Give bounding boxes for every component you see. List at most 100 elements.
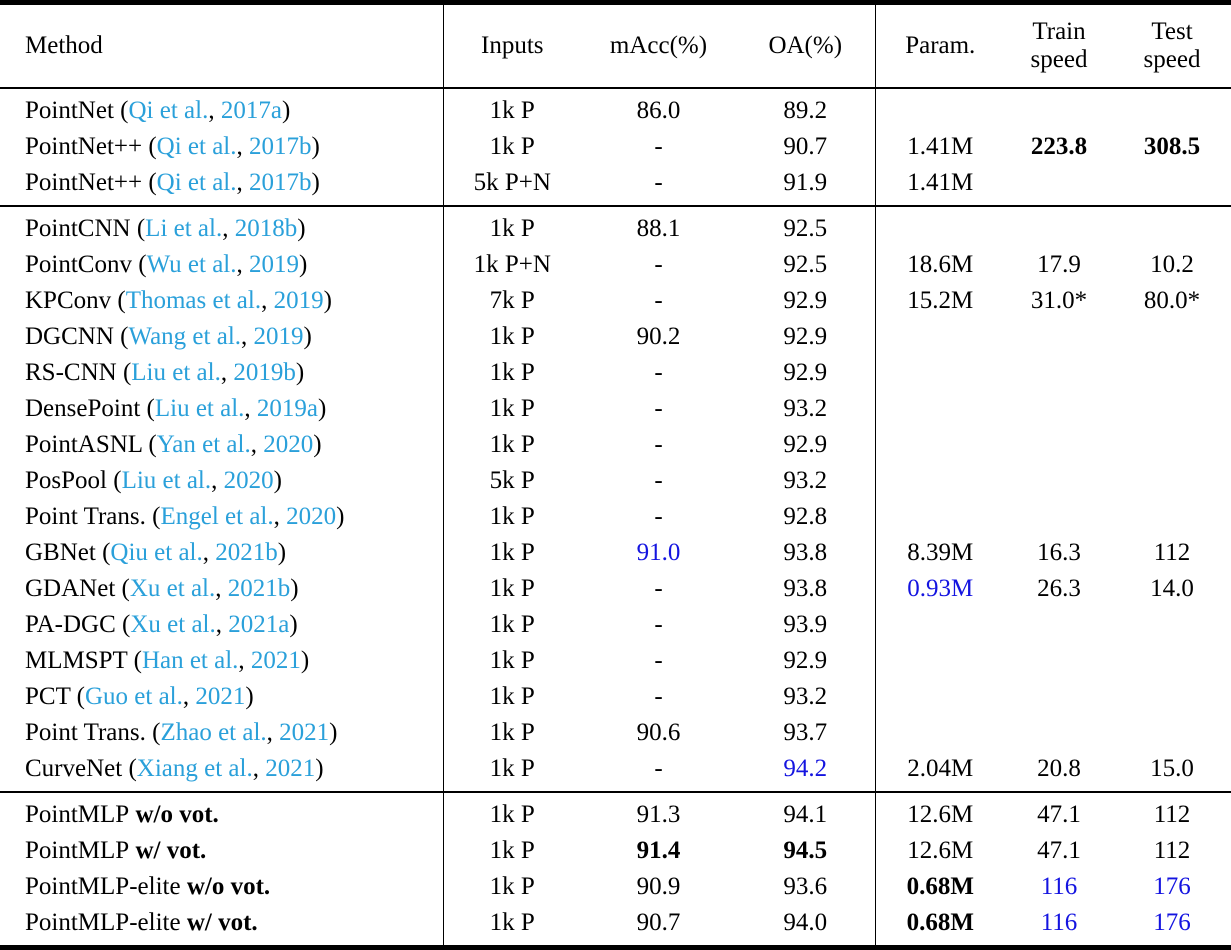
citation-author-link[interactable]: Thomas et al. — [125, 287, 262, 314]
citation-author-link[interactable]: Guo et al. — [84, 683, 183, 710]
cell-oa: 92.9 — [736, 283, 876, 319]
col-header-test-speed: Test speed — [1143, 18, 1201, 73]
cell-inputs: 5k P — [489, 467, 535, 494]
method-name: GBNet — [25, 539, 96, 566]
cell-inputs: 1k P — [489, 909, 535, 936]
citation-author-link[interactable]: Wang et al. — [128, 323, 242, 350]
citation-author-link[interactable]: Liu et al. — [131, 359, 221, 386]
citation-separator: , — [202, 539, 216, 566]
cell-inputs: 1k P — [489, 323, 535, 350]
cell-inputs: 5k P+N — [473, 169, 551, 196]
citation-author-link[interactable]: Wu et al. — [146, 251, 237, 278]
citation-year-link[interactable]: 2017b — [249, 169, 312, 196]
citation-year-link[interactable]: 2021 — [279, 719, 330, 746]
citation-year-link[interactable]: 2019a — [256, 395, 319, 422]
citation-year-link[interactable]: 2021b — [215, 539, 278, 566]
cell-test-speed: 112 — [1153, 539, 1191, 566]
method-name: PointMLP-elite — [25, 909, 181, 936]
cell-test-speed — [1113, 206, 1231, 247]
citation-close-paren: ) — [290, 575, 299, 602]
citation-year-link[interactable]: 2019b — [233, 359, 296, 386]
method-name: PointNet++ — [25, 169, 143, 196]
citation-open-paren: ( — [111, 287, 126, 314]
citation-author-link[interactable]: Xu et al. — [129, 575, 216, 602]
citation-year-link[interactable]: 2019 — [273, 287, 324, 314]
cell-oa: 93.6 — [736, 869, 876, 905]
citation-open-paren: ( — [145, 503, 161, 530]
cell-inputs: 1k P — [489, 575, 535, 602]
cell-train-speed — [1005, 165, 1113, 206]
cell-method: PointCNN (Li et al., 2018b) — [0, 206, 444, 247]
citation-author-link[interactable]: Qi et al. — [156, 169, 237, 196]
citation-separator: , — [215, 575, 228, 602]
cell-method: PointNet++ (Qi et al., 2017b) — [0, 129, 444, 165]
citation-year-link[interactable]: 2021 — [265, 755, 316, 782]
cell-param: 12.6M — [907, 801, 974, 828]
citation-author-link[interactable]: Qi et al. — [156, 133, 237, 160]
citation-open-paren: ( — [145, 719, 161, 746]
citation-author-link[interactable]: Liu et al. — [121, 467, 212, 494]
citation-year-link[interactable]: 2017a — [220, 97, 282, 124]
citation-year-link[interactable]: 2021a — [228, 611, 290, 638]
table-row: DensePoint (Liu et al., 2019a) 1k P - 93.2 — [0, 391, 1231, 427]
citation-year-link[interactable]: 2020 — [223, 467, 274, 494]
citation-year-link[interactable]: 2021 — [250, 647, 301, 674]
cell-method: RS-CNN (Liu et al., 2019b) — [0, 355, 444, 391]
table-row: PCT (Guo et al., 2021) 1k P - 93.2 — [0, 679, 1231, 715]
citation-author-link[interactable]: Xiang et al. — [136, 755, 253, 782]
cell-method: MLMSPT (Han et al., 2021) — [0, 643, 444, 679]
citation-author-link[interactable]: Engel et al. — [160, 503, 274, 530]
citation-open-paren: ( — [142, 133, 157, 160]
citation-year-link[interactable]: 2019 — [249, 251, 299, 278]
citation-close-paren: ) — [323, 287, 332, 314]
citation-year-link[interactable]: 2017b — [249, 133, 312, 160]
cell-oa: 93.7 — [736, 715, 876, 751]
citation-year-link[interactable]: 2019 — [253, 323, 304, 350]
table-row: PointNet (Qi et al., 2017a) 1k P 86.0 89.2 — [0, 88, 1231, 129]
table-row: DGCNN (Wang et al., 2019) 1k P 90.2 92.9 — [0, 319, 1231, 355]
citation-open-paren: ( — [122, 755, 137, 782]
cell-inputs: 1k P — [489, 719, 535, 746]
citation-year-link[interactable]: 2021 — [195, 683, 246, 710]
citation-author-link[interactable]: Xu et al. — [130, 611, 216, 638]
cell-oa: 92.9 — [736, 319, 876, 355]
citation-author-link[interactable]: Qi et al. — [128, 97, 209, 124]
citation-year-link[interactable]: 2018b — [234, 215, 298, 242]
table-row: GBNet (Qiu et al., 2021b) 1k P 91.0 93.8 8.3… — [0, 535, 1231, 571]
cell-test-speed — [1113, 88, 1231, 129]
cell-inputs: 1k P — [489, 837, 535, 864]
citation-year-link[interactable]: 2020 — [263, 431, 314, 458]
citation-author-link[interactable]: Li et al. — [145, 215, 223, 242]
cell-train-speed — [1005, 319, 1113, 355]
citation-author-link[interactable]: Yan et al. — [156, 431, 251, 458]
citation-close-paren: ) — [299, 251, 308, 278]
cell-test-speed: 80.0* — [1143, 287, 1201, 314]
col-header-oa: OA(%) — [736, 2, 876, 88]
cell-test-speed — [1113, 391, 1231, 427]
citation-year-link[interactable]: 2020 — [286, 503, 337, 530]
citation-author-link[interactable]: Qiu et al. — [110, 539, 203, 566]
method-name: PointMLP — [25, 837, 130, 864]
cell-param — [875, 463, 1005, 499]
header-row: Method Inputs mAcc(%) OA(%) Param. Train… — [0, 2, 1231, 88]
table-row: CurveNet (Xiang et al., 2021) 1k P - 94.2 2.… — [0, 751, 1231, 792]
cell-param: 2.04M — [907, 755, 974, 782]
method-variant-label: w/o vot. — [180, 873, 271, 900]
citation-author-link[interactable]: Zhao et al. — [160, 719, 267, 746]
cell-macc: - — [654, 287, 663, 314]
citation-author-link[interactable]: Han et al. — [141, 647, 239, 674]
table-row: PointMLP-elite w/ vot. 1k P 90.7 94.0 0.68M 1… — [0, 905, 1231, 948]
cell-test-speed — [1113, 643, 1231, 679]
cell-param — [875, 643, 1005, 679]
col-header-train-speed: Train speed — [1030, 18, 1088, 73]
citation-author-link[interactable]: Liu et al. — [154, 395, 245, 422]
citation-open-paren: ( — [131, 251, 147, 278]
method-name: PointMLP — [25, 801, 130, 828]
cell-test-speed — [1113, 463, 1231, 499]
method-name: PointNet++ — [25, 133, 143, 160]
citation-open-paren: ( — [113, 97, 129, 124]
citation-year-link[interactable]: 2021b — [227, 575, 291, 602]
cell-macc: 90.6 — [636, 719, 681, 746]
method-name: PointConv — [25, 251, 132, 278]
cell-inputs: 1k P — [489, 503, 535, 530]
